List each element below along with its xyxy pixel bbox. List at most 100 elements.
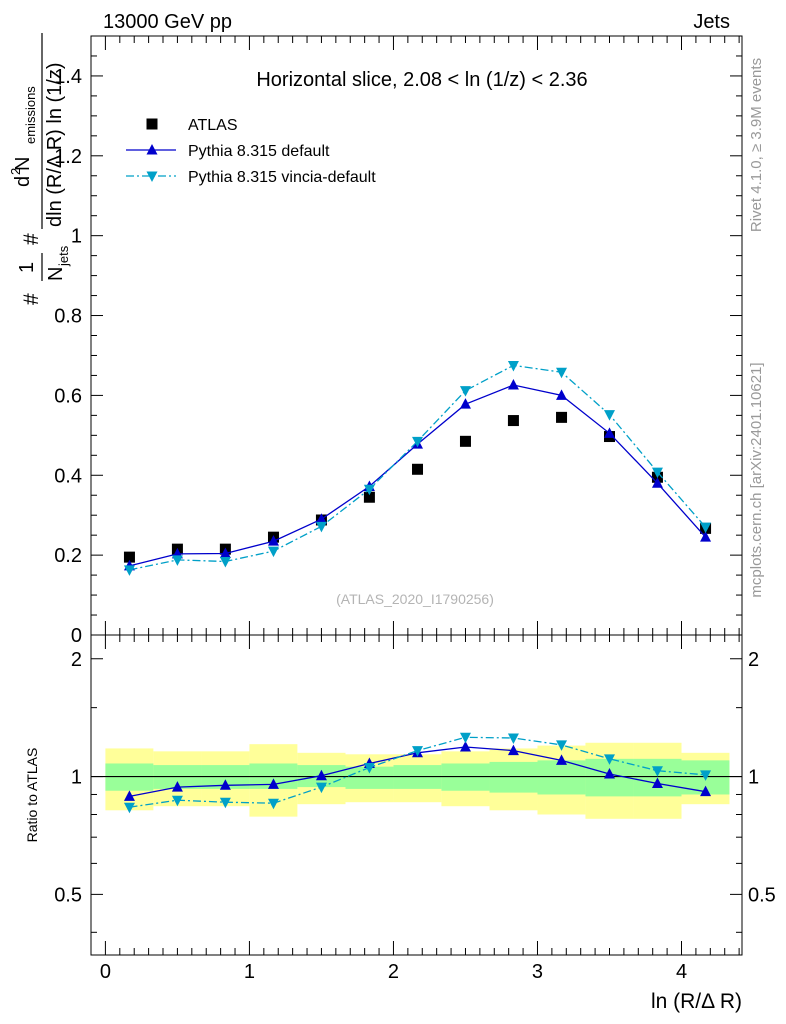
y-label-frac2-num-sup: 2	[8, 168, 23, 175]
legend-entry: Pythia 8.315 vincia-default	[126, 169, 376, 186]
ratio-y-tick-label-right: 1	[748, 767, 759, 789]
main-y-tick-label: 1	[71, 226, 82, 248]
ratio-data-point	[219, 779, 231, 790]
ratio-data-point	[315, 769, 327, 781]
main-data-point	[412, 436, 424, 448]
main-y-tick-label: 0.4	[54, 465, 82, 487]
main-data-point	[123, 551, 135, 563]
legend-marker	[146, 171, 158, 182]
y-label-frac2-num-sub: emissions	[23, 86, 38, 144]
header-left-label: 13000 GeV pp	[103, 11, 232, 33]
main-y-tick-label: 0.2	[54, 545, 82, 567]
y-label-frac2-den: dln (R/Δ R) ln (1/z)	[44, 62, 66, 227]
uncertainty-band-inner	[489, 761, 538, 793]
ratio-y-tick-label-left: 1	[71, 767, 82, 789]
ratio-y-tick-label-left: 0.5	[54, 884, 82, 906]
ratio-data-point	[651, 766, 663, 777]
main-data-point	[219, 557, 231, 568]
x-tick-label: 4	[676, 961, 687, 983]
ratio-data-point	[363, 762, 375, 774]
main-y-tick-label: 1.4	[54, 66, 82, 88]
uncertainty-band-inner	[633, 758, 682, 797]
ratio-data-point	[315, 782, 327, 794]
y-label-frac2-num-d: d	[12, 176, 34, 187]
main-data-point	[171, 555, 183, 566]
ratio-data-point	[459, 732, 471, 744]
ratio-y-tick-label-left: 2	[71, 649, 82, 671]
main-data-point	[700, 531, 712, 542]
main-plot-title: Horizontal slice, 2.08 < ln (1/z) < 2.36	[256, 69, 587, 91]
main-y-tick-label: 0.8	[54, 306, 82, 328]
legend-entry: ATLAS	[146, 117, 238, 134]
main-data-point	[459, 398, 471, 409]
main-data-point	[363, 491, 375, 503]
rivet-version-label: Rivet 4.1.0, ≥ 3.9M events	[748, 58, 765, 232]
legend-label: ATLAS	[188, 117, 238, 134]
ratio-plot-frame	[90, 634, 743, 956]
legend-marker	[146, 118, 158, 130]
main-series-0	[123, 411, 712, 563]
legend-marker	[146, 144, 158, 155]
analysis-watermark: (ATLAS_2020_I1790256)	[336, 591, 494, 607]
ratio-data-point	[603, 754, 615, 765]
main-y-tick-label: 0.6	[54, 385, 82, 407]
ratio-data-point	[700, 785, 712, 797]
main-data-point	[507, 379, 519, 390]
ratio-data-point	[123, 790, 135, 801]
ratio-data-point	[171, 781, 183, 792]
ratio-y-tick-label-right: 2	[748, 649, 759, 671]
main-data-point	[603, 410, 615, 421]
main-data-point	[363, 484, 375, 496]
main-data-point	[651, 477, 663, 488]
main-data-point	[412, 463, 424, 475]
ratio-data-point	[651, 777, 663, 789]
main-data-point	[219, 547, 231, 559]
x-tick-label: 0	[100, 961, 111, 983]
main-data-point	[556, 367, 568, 379]
x-tick-label: 1	[244, 961, 255, 983]
main-data-point	[556, 389, 568, 400]
ratio-plot-panel: 0.5 0.5 1 1 2 2 0 1 2 3 4	[54, 634, 776, 983]
ratio-data-point	[556, 740, 568, 751]
main-data-point	[459, 386, 471, 397]
main-data-point	[700, 522, 712, 534]
ratio-data-point	[267, 778, 279, 789]
ratio-y-axis-label: Ratio to ATLAS	[24, 748, 40, 843]
x-axis-label: ln (R/Δ R)	[651, 990, 742, 1013]
main-data-point	[315, 513, 327, 524]
main-data-point	[315, 521, 327, 533]
ratio-data-point	[412, 746, 424, 757]
legend-label: Pythia 8.315 default	[188, 143, 330, 160]
main-series-line	[129, 384, 707, 567]
y-label-hash-1: #	[20, 293, 43, 305]
ratio-data-point	[507, 733, 519, 744]
main-data-point	[123, 565, 135, 576]
main-data-point	[603, 427, 615, 438]
y-label-frac2-num-main: N	[12, 157, 34, 171]
main-series-2	[123, 360, 712, 576]
ratio-data-point	[267, 798, 279, 810]
main-y-tick-label: 0	[71, 625, 82, 647]
main-data-point	[267, 546, 279, 558]
ratio-y-tick-label-right: 0.5	[748, 884, 776, 906]
main-data-point	[267, 535, 279, 546]
legend-label: Pythia 8.315 vincia-default	[188, 169, 376, 186]
main-data-point	[459, 435, 471, 447]
ratio-data-point	[507, 744, 519, 756]
y-label-frac1-num: 1	[16, 262, 38, 273]
legend: ATLAS Pythia 8.315 default Pythia 8.315 vi…	[126, 117, 376, 186]
ratio-data-point	[123, 802, 135, 814]
ratio-series-1	[123, 732, 712, 814]
uncertainty-band-inner	[537, 760, 586, 795]
ratio-data-point	[171, 795, 183, 807]
ratio-data-point	[700, 770, 712, 781]
main-data-point	[507, 360, 519, 372]
main-plot-panel: 0 0.2 0.4 0.6 0.8 1 1.2 1.4 Horizontal slice, 2…	[54, 35, 743, 647]
y-label-frac1-den-sub: jets	[56, 245, 71, 267]
x-tick-label: 3	[532, 961, 543, 983]
y-label-frac1-den: N	[45, 267, 67, 281]
ratio-data-point	[219, 797, 231, 809]
legend-entry: Pythia 8.315 default	[126, 143, 330, 160]
main-data-point	[651, 467, 663, 479]
uncertainty-band-inner	[345, 766, 394, 789]
